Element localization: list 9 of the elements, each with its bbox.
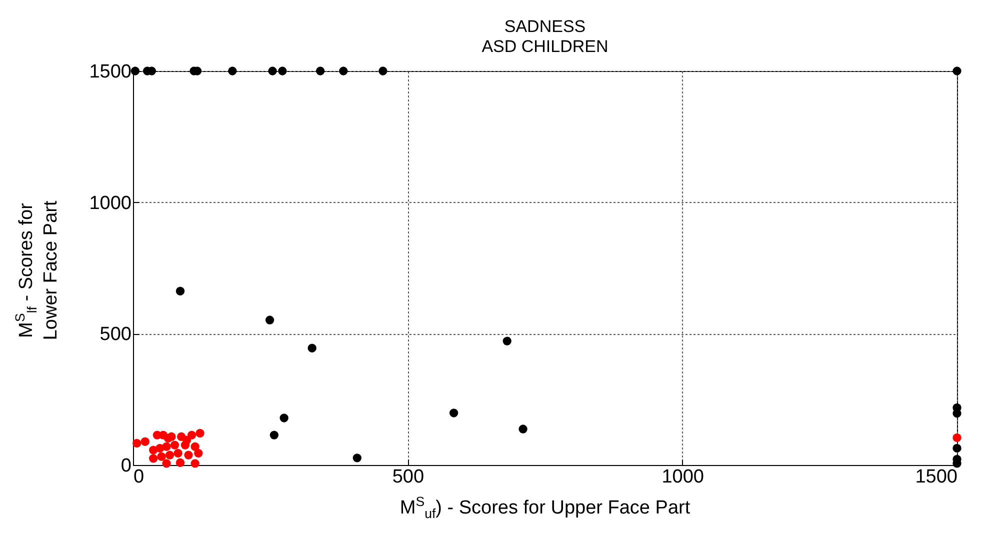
x-axis-title: M$^{S}$$_{uf}$) - Scores for Upper Face Part: [398, 494, 692, 522]
x-tick-label: 1500: [915, 466, 958, 488]
x-tick-label: 500: [392, 466, 424, 488]
y-tick-label: 500: [100, 324, 132, 346]
y-tick-label: 1000: [89, 192, 132, 214]
chart-title: SADNESS ASD CHILDREN: [482, 17, 608, 56]
x-tick-label: 0: [134, 466, 144, 488]
x-tick-label: 1000: [662, 466, 704, 488]
y-tick-label: 1500: [89, 62, 132, 82]
